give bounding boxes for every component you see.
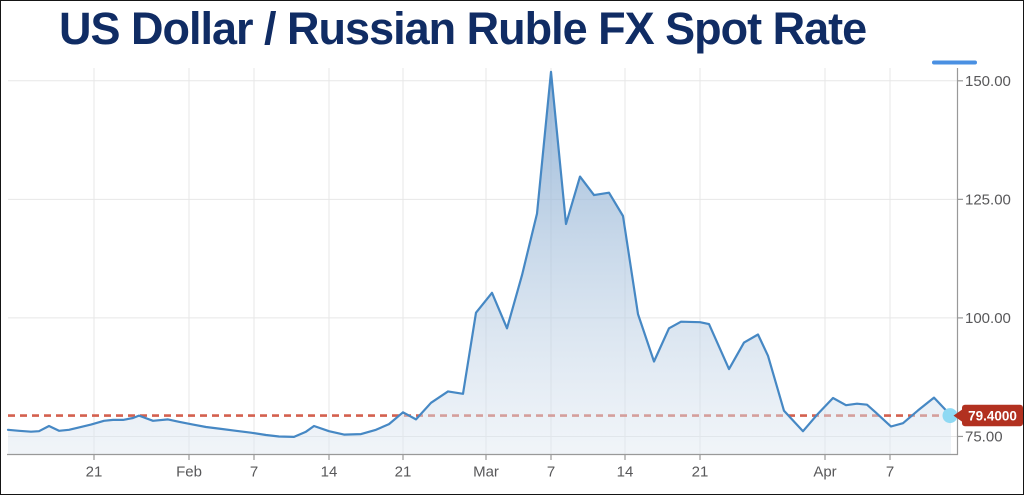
y-axis-label: 100.00 [965, 310, 1011, 327]
scrollbar-thumb[interactable] [932, 60, 977, 65]
y-axis-label: 125.00 [965, 191, 1011, 208]
chart-title: US Dollar / Russian Ruble FX Spot Rate [59, 3, 867, 54]
x-axis-label: 21 [692, 464, 709, 481]
x-axis-label: Feb [176, 464, 202, 481]
last-price-badge [962, 404, 1023, 427]
x-axis-label: Mar [473, 464, 499, 481]
price-line [6, 70, 953, 438]
x-axis-label: 14 [321, 464, 338, 481]
x-axis-label: 7 [547, 464, 555, 481]
x-axis-label: 7 [250, 464, 258, 481]
plot-area[interactable] [8, 68, 957, 454]
x-axis-label: 21 [86, 464, 103, 481]
x-axis-label: Apr [813, 464, 836, 481]
y-axis-label: 75.00 [965, 428, 1003, 445]
last-price-badge-value: 79.4000 [968, 408, 1017, 423]
last-price-dot [942, 408, 958, 424]
x-axis-label: 7 [886, 464, 894, 481]
last-price-badge-arrow [953, 409, 962, 422]
y-axis-label: 150.00 [965, 73, 1011, 90]
x-axis-label: 14 [617, 464, 634, 481]
price-area-fill [8, 71, 951, 455]
x-axis-label: 21 [395, 464, 412, 481]
